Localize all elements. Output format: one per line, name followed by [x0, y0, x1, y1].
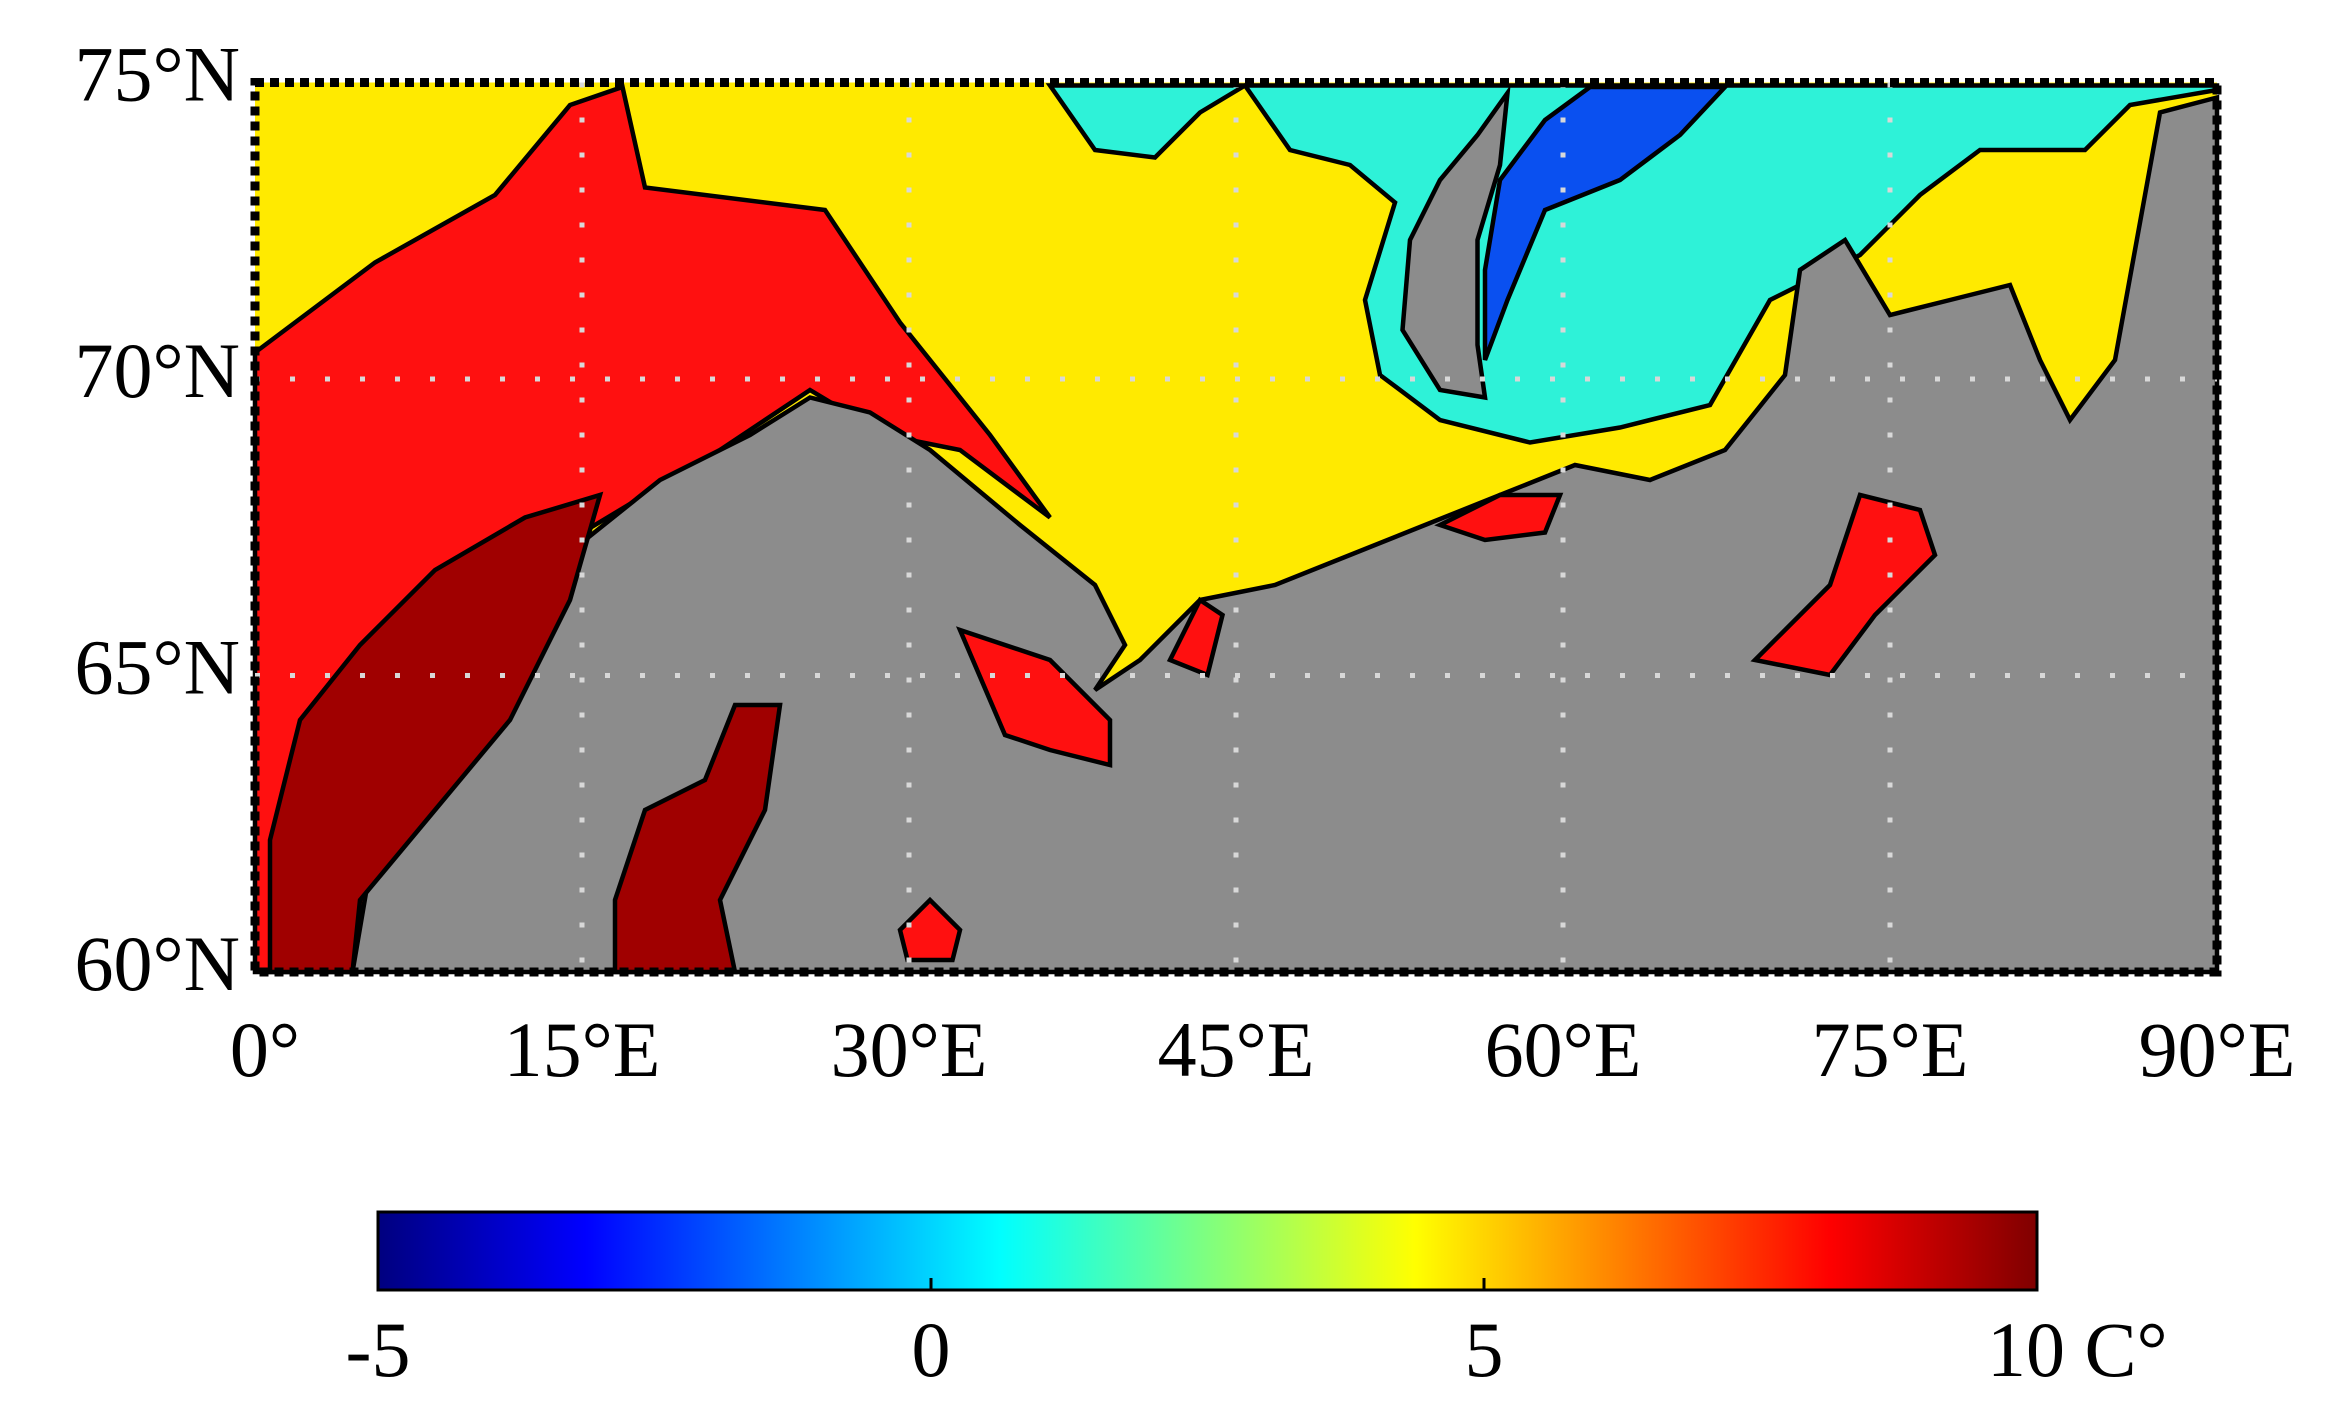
colorbar-tick-label: 0 — [912, 1306, 951, 1393]
grid — [255, 82, 2217, 972]
x-tick-label: 90°E — [2139, 1006, 2296, 1093]
y-tick-label: 65°N — [74, 623, 240, 710]
sea-cold — [1045, 82, 2220, 445]
x-tick-label: 0° — [230, 1006, 300, 1093]
y-tick-label: 70°N — [74, 327, 240, 414]
map-frame — [250, 78, 2222, 977]
sea-hot — [1434, 492, 1564, 543]
x-tick-label: 15°E — [504, 1006, 661, 1093]
x-tick-label: 45°E — [1158, 1006, 1315, 1093]
x-tick-label: 75°E — [1812, 1006, 1969, 1093]
sea-hot — [897, 896, 963, 963]
colorbar-tick-label: 5 — [1465, 1306, 1504, 1393]
colorbar-tick-label: 10 C° — [1987, 1306, 2168, 1393]
x-tick-label: 60°E — [1485, 1006, 1642, 1093]
map-area — [252, 82, 2220, 975]
land-island — [1400, 84, 1511, 401]
x-tick-label: 30°E — [831, 1006, 988, 1093]
y-tick-label: 75°N — [74, 30, 240, 117]
land — [349, 94, 2220, 975]
sea-hot — [955, 626, 1113, 768]
sea-hottest — [612, 702, 783, 975]
colorbar — [376, 1210, 2039, 1292]
colorbar-tick-label: -5 — [346, 1306, 411, 1393]
y-tick-label: 60°N — [74, 920, 240, 1007]
sea-hot — [1166, 596, 1226, 679]
sea-coldest — [1482, 84, 1731, 361]
